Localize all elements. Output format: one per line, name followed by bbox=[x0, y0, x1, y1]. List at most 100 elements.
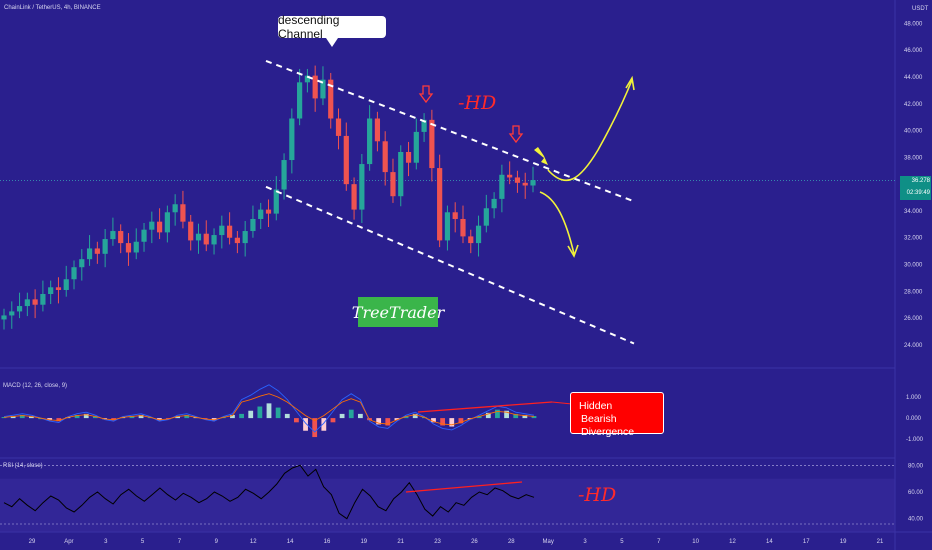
price-tick-label: 48.000 bbox=[904, 21, 923, 27]
macd-histogram-bar bbox=[111, 418, 117, 421]
bullish-projection-curve bbox=[547, 79, 633, 182]
candle-body bbox=[94, 248, 100, 254]
candle-body bbox=[491, 198, 497, 209]
candle-body bbox=[343, 135, 349, 185]
candle-body bbox=[289, 118, 295, 161]
macd-histogram-bar bbox=[458, 418, 464, 424]
time-tick-label: 28 bbox=[508, 539, 515, 545]
macd-histogram-bar bbox=[29, 416, 34, 419]
macd-tick-label: 0.000 bbox=[906, 416, 922, 422]
time-tick-label: 7 bbox=[178, 539, 182, 545]
macd-histogram-bar bbox=[449, 418, 455, 427]
macd-histogram-bar bbox=[476, 416, 482, 419]
candle-body bbox=[265, 209, 272, 214]
candle-body bbox=[195, 233, 202, 241]
macd-histogram-bar bbox=[412, 413, 418, 419]
time-tick-label: 19 bbox=[840, 539, 847, 545]
macd-histogram-bar bbox=[138, 414, 144, 419]
macd-histogram-bar bbox=[83, 413, 89, 419]
candle-body bbox=[452, 212, 458, 219]
candle-body bbox=[227, 225, 233, 238]
candle-body bbox=[79, 259, 85, 268]
rsi-band bbox=[0, 478, 895, 532]
macd-histogram-bar bbox=[239, 413, 244, 419]
candle-body bbox=[382, 141, 388, 173]
time-tick-label: 17 bbox=[803, 539, 810, 545]
price-tick-label: 46.000 bbox=[904, 48, 923, 54]
candle-body bbox=[359, 164, 365, 210]
drawings bbox=[265, 59, 635, 493]
macd-histogram-bar bbox=[294, 418, 299, 423]
macd-histogram-bar bbox=[376, 418, 382, 425]
macd-histogram-bar bbox=[431, 418, 436, 423]
price-tick-label: 34.000 bbox=[904, 209, 923, 215]
candle-body bbox=[86, 248, 93, 260]
channel-callout: descending Channel bbox=[278, 13, 386, 41]
candle-body bbox=[351, 184, 357, 210]
candle-body bbox=[468, 236, 474, 244]
macd-histogram-bar bbox=[312, 418, 318, 438]
candle-body bbox=[328, 79, 334, 119]
macd-histogram-bar bbox=[440, 418, 446, 426]
candle-body bbox=[413, 131, 419, 163]
divergence-callout: Hidden Bearish Divergence bbox=[570, 392, 664, 438]
macd-histogram-bar bbox=[275, 407, 281, 419]
candle-body bbox=[312, 75, 318, 99]
candle-body bbox=[273, 189, 279, 214]
macd-tick-label: 1.000 bbox=[906, 395, 922, 401]
price-tick-label: 28.000 bbox=[904, 289, 923, 295]
currency-label: USDT bbox=[912, 6, 929, 12]
macd-histogram-bar bbox=[495, 409, 500, 419]
candle-body bbox=[304, 75, 310, 83]
time-tick-label: 7 bbox=[657, 539, 661, 545]
candle-body bbox=[133, 241, 139, 253]
price-tick-label: 26.000 bbox=[904, 316, 923, 322]
macd-panel bbox=[1, 384, 537, 438]
candle-body bbox=[63, 279, 69, 290]
last-price-tag: 36.278 02:39:49 bbox=[900, 176, 931, 200]
time-tick-label: 5 bbox=[141, 539, 145, 545]
callout-connector bbox=[551, 401, 573, 405]
time-tick-label: 3 bbox=[583, 539, 587, 545]
candle-body bbox=[421, 119, 427, 132]
price-tick-label: 32.000 bbox=[904, 236, 923, 242]
macd-histogram-bar bbox=[38, 418, 43, 420]
macd-histogram-bar bbox=[1, 417, 7, 419]
macd-histogram-bar bbox=[303, 418, 308, 431]
macd-histogram-bar bbox=[257, 406, 263, 419]
macd-histogram-bar bbox=[321, 418, 327, 431]
candle-body bbox=[390, 172, 396, 197]
macd-line bbox=[3, 384, 535, 433]
price-candles bbox=[1, 65, 536, 330]
rsi-line bbox=[3, 464, 535, 520]
candle-body bbox=[374, 118, 381, 142]
candle-body bbox=[9, 311, 15, 316]
time-tick-label: 3 bbox=[104, 539, 108, 545]
candle-body bbox=[203, 233, 209, 245]
bearish-projection-curve bbox=[539, 191, 575, 255]
rsi-divergence-line bbox=[405, 481, 523, 493]
price-tick-label: 24.000 bbox=[904, 343, 923, 349]
candle-body bbox=[297, 82, 303, 119]
breakout-marker bbox=[534, 147, 548, 165]
divergence-line1: Hidden bbox=[579, 400, 613, 412]
macd-histogram-bar bbox=[56, 418, 62, 422]
time-tick-label: 21 bbox=[877, 539, 884, 545]
candle-body bbox=[429, 119, 435, 169]
time-tick-label: 21 bbox=[397, 539, 404, 545]
macd-histogram-bar bbox=[266, 403, 272, 419]
candle-body bbox=[460, 218, 466, 237]
candle-body bbox=[367, 118, 373, 165]
candle-body bbox=[258, 209, 264, 219]
time-tick-label: 26 bbox=[471, 539, 478, 545]
bullish-arrowhead bbox=[625, 75, 635, 91]
macd-histogram-bar bbox=[513, 413, 519, 419]
time-tick-label: 5 bbox=[620, 539, 624, 545]
time-tick-label: 12 bbox=[729, 539, 736, 545]
candle-body bbox=[156, 221, 163, 233]
candle-body bbox=[281, 160, 287, 190]
candle-body bbox=[118, 231, 124, 244]
